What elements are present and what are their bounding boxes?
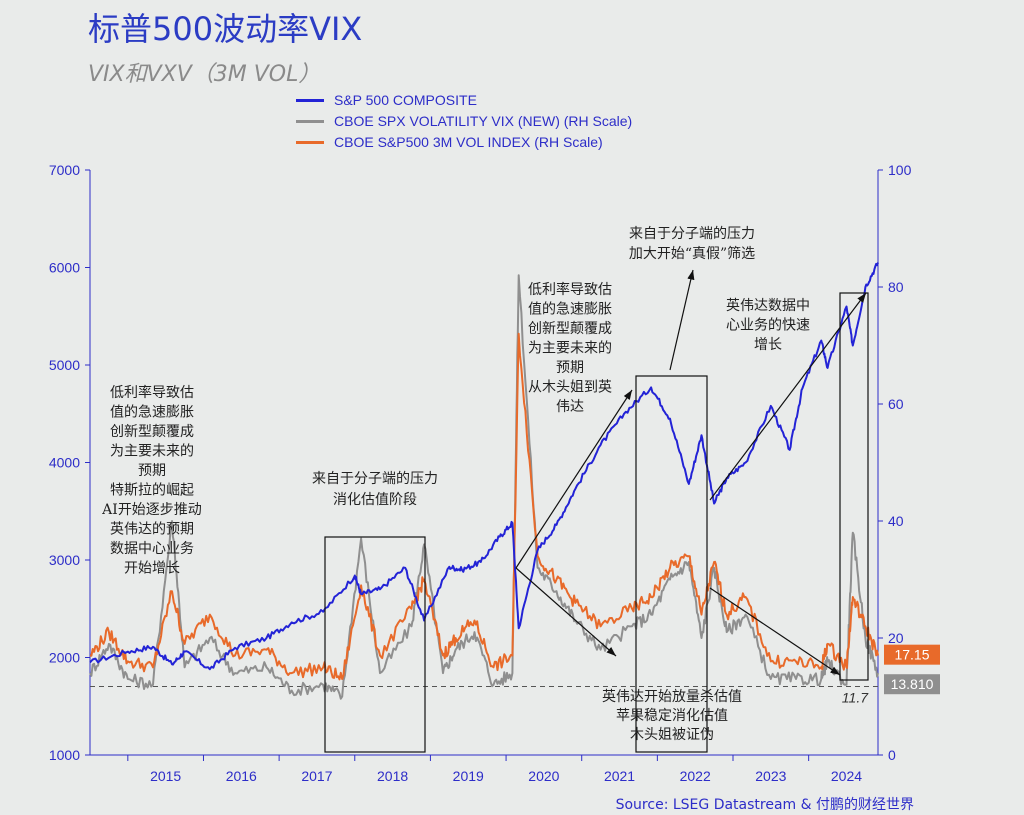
- annotation-text: 英伟达数据中: [726, 297, 810, 314]
- chart-subtitle: VIX和VXV（3M VOL）: [88, 62, 321, 87]
- annotation-text: 值的急速膨胀: [528, 301, 612, 318]
- annotation-text: 心业务的快速: [726, 318, 810, 334]
- right-tick-label: 40: [888, 513, 904, 529]
- annotation-arrow: [709, 292, 867, 501]
- legend-item-vix: CBOE SPX VOLATILITY VIX (NEW) (RH Scale): [296, 111, 632, 131]
- legend-swatch-sp500: [296, 98, 324, 102]
- annotation-text: 数据中心业务: [110, 541, 194, 557]
- annotation-arrow: [515, 389, 633, 569]
- annotation-text: 低利率导致估: [528, 281, 612, 298]
- right-tick-label: 20: [888, 630, 904, 646]
- right-tick-label: 0: [888, 747, 896, 763]
- legend-label-sp500: S&P 500 COMPOSITE: [334, 92, 477, 108]
- annotation-arrow: [669, 269, 695, 371]
- annotation-text: 低利率导致估: [110, 384, 194, 401]
- end-label-text: 13.810: [891, 676, 934, 692]
- annotation-text: 值的急速膨胀: [110, 404, 194, 421]
- left-tick-label: 7000: [49, 162, 80, 178]
- series-line-0: [89, 262, 879, 671]
- x-tick-label: 2015: [150, 768, 181, 784]
- annotation-text: 开始增长: [124, 561, 180, 577]
- right-tick-label: 80: [888, 279, 904, 295]
- annotation-text: 加大开始“真假”筛选: [629, 246, 755, 262]
- annotation-text: 伟达: [556, 399, 584, 415]
- annotation-text: 苹果稳定消化估值: [616, 708, 728, 724]
- x-tick-label: 2018: [377, 768, 408, 784]
- x-tick-label: 2022: [680, 768, 711, 784]
- series-line-2: [89, 332, 879, 681]
- annotation-text: 英伟达的预期: [110, 521, 194, 538]
- annotation-text: 特斯拉的崛起: [110, 483, 194, 499]
- x-tick-label: 2021: [604, 768, 635, 784]
- highlight-box: [635, 375, 708, 753]
- x-tick-label: 2019: [453, 768, 484, 784]
- left-tick-label: 6000: [49, 260, 80, 276]
- annotation-text: 创新型颠覆成: [110, 424, 194, 440]
- end-label-text: 17.15: [894, 647, 929, 663]
- right-tick-label: 100: [888, 162, 912, 178]
- x-tick-label: 2023: [755, 768, 786, 784]
- chart-title: 标普500波动率VIX: [88, 10, 363, 48]
- annotation-text: 创新型颠覆成: [528, 321, 612, 337]
- legend-swatch-vix: [296, 119, 324, 123]
- legend-swatch-vxv: [296, 140, 324, 144]
- annotation-text: 从木头姐到英: [528, 379, 612, 396]
- annotation-text: 增长: [754, 337, 782, 353]
- x-tick-label: 2016: [226, 768, 257, 784]
- source-note: Source: LSEG Datastream & 付鹏的财经世界: [615, 797, 914, 813]
- annotation-text: 来自于分子端的压力: [312, 471, 438, 487]
- right-tick-label: 60: [888, 396, 904, 412]
- left-tick-label: 2000: [49, 650, 80, 666]
- reference-line-label: 11.7: [842, 690, 869, 706]
- annotation-arrow: [709, 587, 841, 676]
- legend-label-vix: CBOE SPX VOLATILITY VIX (NEW) (RH Scale): [334, 113, 633, 129]
- legend-item-sp500: S&P 500 COMPOSITE: [296, 90, 477, 110]
- left-tick-label: 3000: [49, 552, 80, 568]
- left-tick-label: 4000: [49, 455, 80, 471]
- legend-label-vxv: CBOE S&P500 3M VOL INDEX (RH Scale): [334, 134, 603, 150]
- highlight-box: [324, 536, 426, 753]
- x-tick-label: 2017: [301, 768, 332, 784]
- annotation-arrow: [515, 567, 617, 657]
- end-label-box: [884, 644, 940, 665]
- annotation-text: 来自于分子端的压力: [629, 226, 755, 242]
- annotation-text: AI开始逐步推动: [101, 502, 202, 518]
- left-tick-label: 5000: [49, 357, 80, 373]
- annotation-text: 英伟达开始放量杀估值: [602, 688, 742, 705]
- annotation-text: 为主要未来的: [528, 341, 612, 357]
- annotation-text: 木头姐被证伪: [630, 727, 714, 743]
- legend-item-vxv: CBOE S&P500 3M VOL INDEX (RH Scale): [296, 132, 603, 152]
- annotation-text: 为主要未来的: [110, 444, 194, 460]
- left-tick-label: 1000: [49, 747, 80, 763]
- annotation-text: 消化估值阶段: [333, 492, 417, 508]
- annotation-text: 预期: [556, 360, 584, 376]
- x-tick-label: 2024: [831, 768, 862, 784]
- x-tick-label: 2020: [528, 768, 559, 784]
- end-label-box: [884, 674, 940, 695]
- annotation-text: 预期: [138, 463, 166, 479]
- highlight-box: [839, 292, 869, 681]
